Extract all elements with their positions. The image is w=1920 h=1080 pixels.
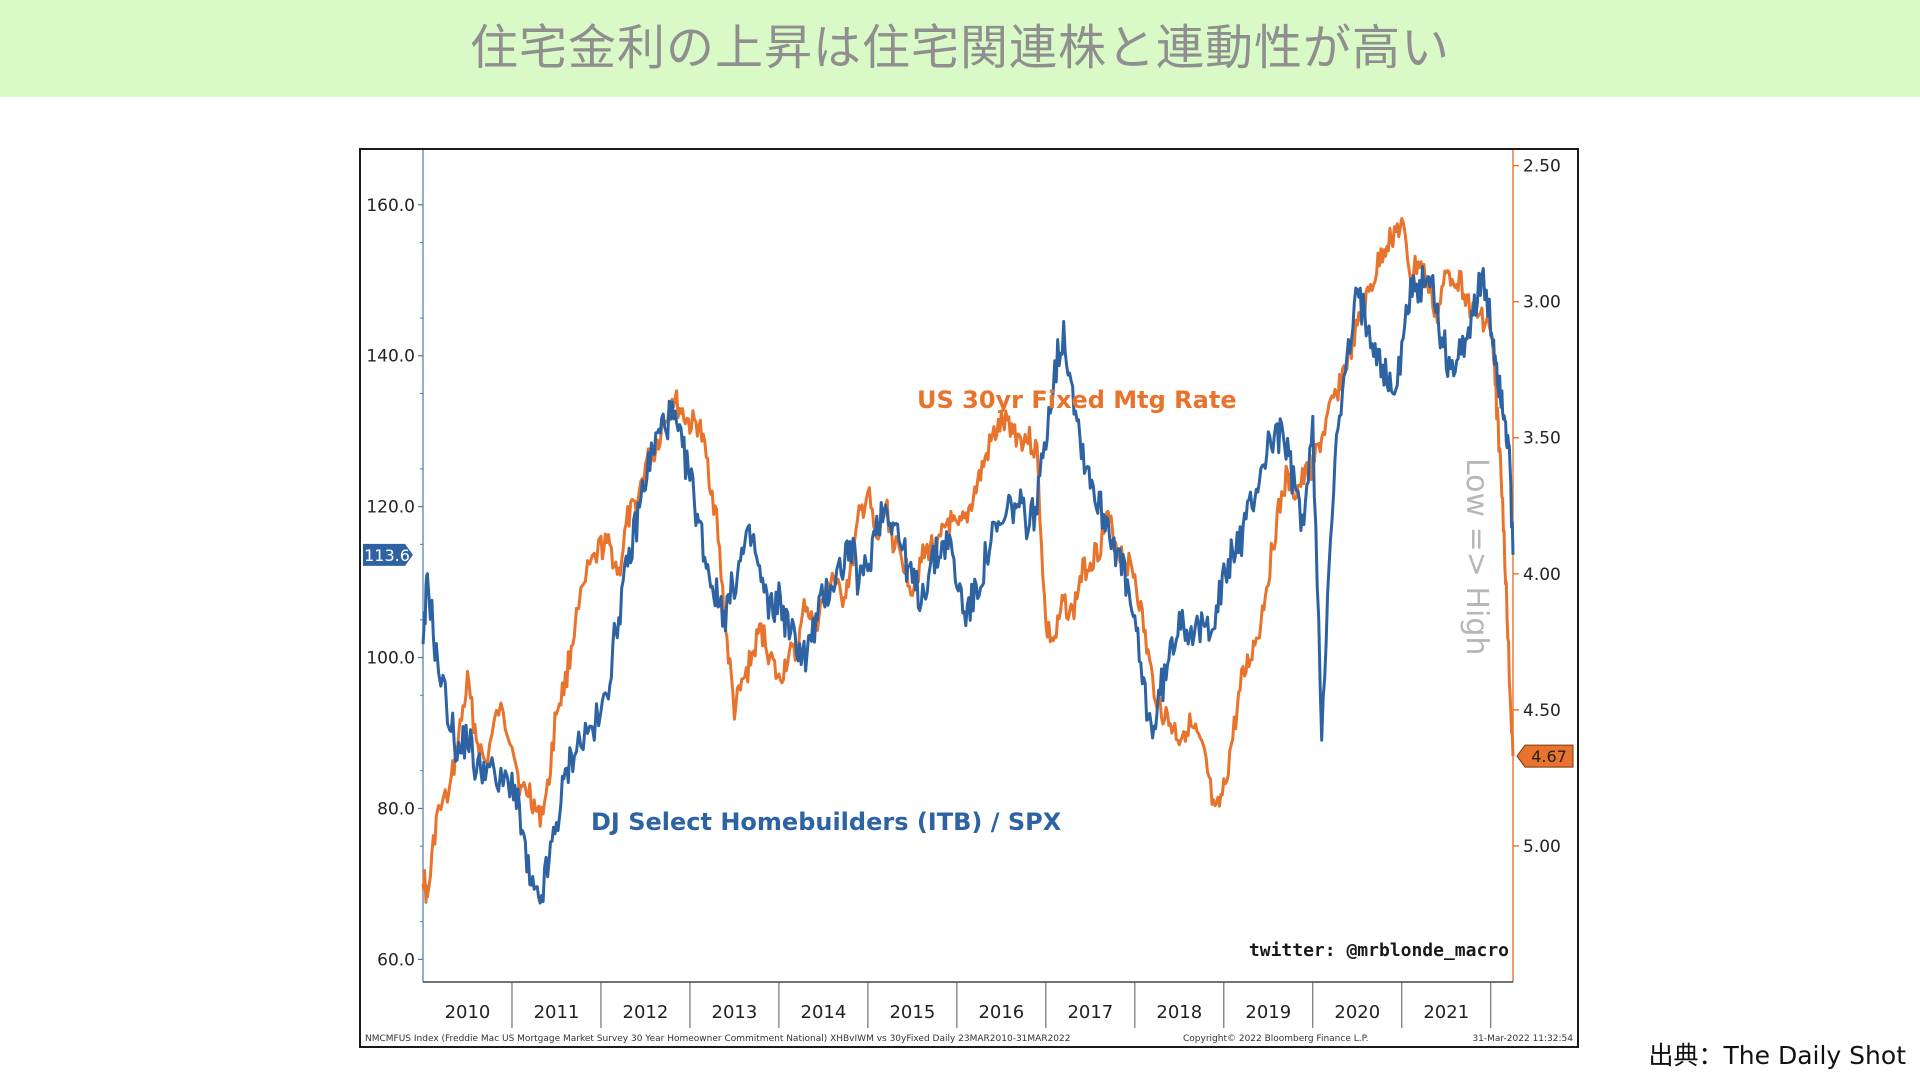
series-label-mortgage: US 30yr Fixed Mtg Rate [917, 386, 1237, 414]
x-tick-label: 2011 [534, 1002, 580, 1023]
left-tick-label: 160.0 [366, 196, 415, 216]
x-tick-label: 2016 [978, 1002, 1024, 1023]
x-tick-label: 2018 [1156, 1002, 1202, 1023]
left-last-value: 113.6 [364, 546, 410, 565]
right-axis-label: Low => High [1459, 458, 1494, 655]
line-chart: 160.0 140.0 120.0 100.0 80.0 60.0 2.50 3.00 3.50… [363, 150, 1574, 1044]
left-tick-label: 60.0 [377, 950, 415, 970]
x-tick-label: 2012 [623, 1002, 669, 1023]
left-last-value-tag [363, 543, 413, 566]
right-tick-label: 2.50 [1523, 157, 1561, 177]
footer-copyright: Copyright© 2022 Bloomberg Finance L.P. [1183, 1034, 1368, 1044]
page-title: 住宅金利の上昇は住宅関連株と連動性が高い [469, 20, 1450, 76]
x-tick-label: 2010 [445, 1002, 491, 1023]
left-tick-label: 140.0 [366, 347, 415, 367]
x-tick-label: 2019 [1245, 1002, 1291, 1023]
series-line-mortgage [421, 217, 1515, 904]
title-banner [0, 0, 1920, 97]
right-tick-label: 4.00 [1523, 565, 1561, 585]
x-tick-label: 2020 [1334, 1002, 1380, 1023]
right-tick-label: 4.50 [1523, 701, 1561, 721]
left-tick-label: 120.0 [366, 498, 415, 518]
right-tick-label: 5.00 [1523, 837, 1561, 857]
footer-left: NMCMFUS Index (Freddie Mac US Mortgage M… [365, 1034, 1070, 1044]
left-tick-label: 80.0 [377, 799, 415, 819]
x-tick-label: 2013 [712, 1002, 758, 1023]
chart-frame: 160.0 140.0 120.0 100.0 80.0 60.0 2.50 3.00 3.50… [359, 148, 1579, 1048]
x-tick-label: 2015 [889, 1002, 935, 1023]
series-label-itb: DJ Select Homebuilders (ITB) / SPX [591, 808, 1062, 836]
right-tick-label: 3.50 [1523, 429, 1561, 449]
x-tick-label: 2014 [801, 1002, 847, 1023]
x-tick-label: 2021 [1423, 1002, 1469, 1023]
right-last-value: 4.67 [1531, 747, 1567, 766]
watermark-text: twitter: @mrblonde_macro [1249, 940, 1509, 961]
series-line-itb [421, 265, 1515, 905]
right-last-value-tag [1516, 744, 1574, 768]
source-credit: 出典：The Daily Shot [1648, 1041, 1906, 1070]
right-tick-label: 3.00 [1523, 293, 1561, 313]
footer-timestamp: 31-Mar-2022 11:32:54 [1472, 1034, 1573, 1044]
left-tick-label: 100.0 [366, 649, 415, 669]
x-tick-label: 2017 [1067, 1002, 1113, 1023]
